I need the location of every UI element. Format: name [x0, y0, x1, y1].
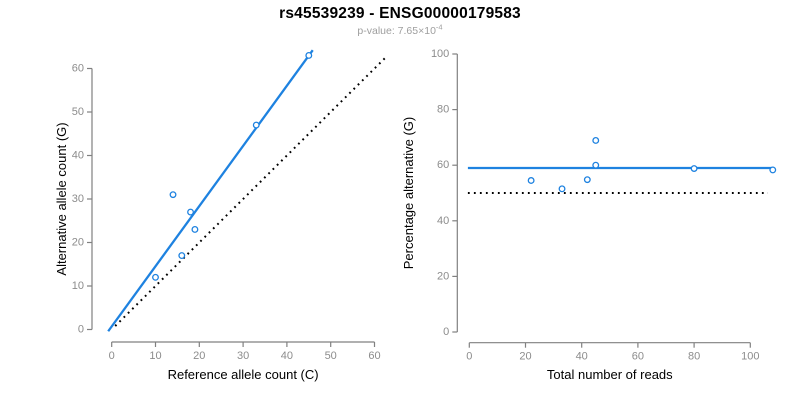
x-tick-label: 50 [325, 350, 337, 362]
data-point [583, 176, 591, 184]
data-point [527, 177, 535, 184]
pvalue-text: p-value: 7.65×10 [357, 25, 436, 37]
x-tick-label: 20 [519, 351, 531, 363]
y-tick-label: 50 [72, 106, 84, 118]
data-point [592, 137, 600, 144]
y-tick-label: 100 [431, 48, 449, 60]
data-point [690, 165, 698, 172]
left-scatter-plot: 0 10 20 30 40 50 60 0 10 20 30 40 50 60 Reference alle… [54, 49, 388, 382]
figure-subtitle: p-value: 7.65×10-4 [0, 22, 800, 37]
regression-fit-line [107, 49, 314, 332]
x-tick-label: 60 [368, 350, 380, 362]
right-scatter-plot: 0 20 40 60 80 100 0 20 40 60 80 100 Total number of … [401, 48, 777, 382]
x-tick-label: 40 [576, 351, 588, 363]
y-tick-label: 30 [72, 193, 84, 205]
x-tick-label: 10 [149, 350, 161, 362]
x-tick-label: 0 [109, 350, 115, 362]
y-tick-label: 60 [72, 63, 84, 75]
y-tick-label: 20 [437, 270, 449, 282]
x-axis-label: Total number of reads [547, 367, 673, 382]
x-tick-label: 100 [741, 351, 759, 363]
y-axis-label: Percentage alternative (G) [401, 117, 416, 269]
x-tick-label: 80 [688, 351, 700, 363]
y-tick-label: 80 [437, 104, 449, 116]
x-tick-label: 30 [237, 350, 249, 362]
y-tick-label: 0 [78, 324, 84, 336]
x-tick-label: 60 [632, 351, 644, 363]
x-axis-label: Reference allele count (C) [168, 367, 319, 382]
data-point [169, 191, 177, 199]
x-tick-label: 20 [193, 350, 205, 362]
y-tick-label: 20 [72, 237, 84, 249]
y-tick-label: 0 [443, 326, 449, 338]
data-point [187, 208, 194, 216]
y-tick-label: 40 [437, 215, 449, 227]
y-axis-label: Alternative allele count (G) [54, 122, 69, 275]
x-tick-label: 0 [466, 351, 472, 363]
figure-title: rs45539239 - ENSG00000179583 [279, 5, 521, 22]
x-tick-label: 40 [281, 350, 293, 362]
data-point [178, 252, 186, 259]
data-point [152, 273, 159, 281]
pvalue-exponent: -4 [435, 22, 443, 32]
data-point [558, 185, 566, 193]
y-tick-label: 40 [72, 150, 84, 162]
y-tick-label: 60 [437, 159, 449, 171]
data-point [592, 161, 600, 169]
data-point [305, 52, 313, 59]
data-point [252, 121, 260, 129]
identity-line [114, 55, 388, 327]
data-point [191, 225, 199, 233]
data-point [769, 166, 777, 174]
y-tick-label: 10 [72, 280, 84, 292]
